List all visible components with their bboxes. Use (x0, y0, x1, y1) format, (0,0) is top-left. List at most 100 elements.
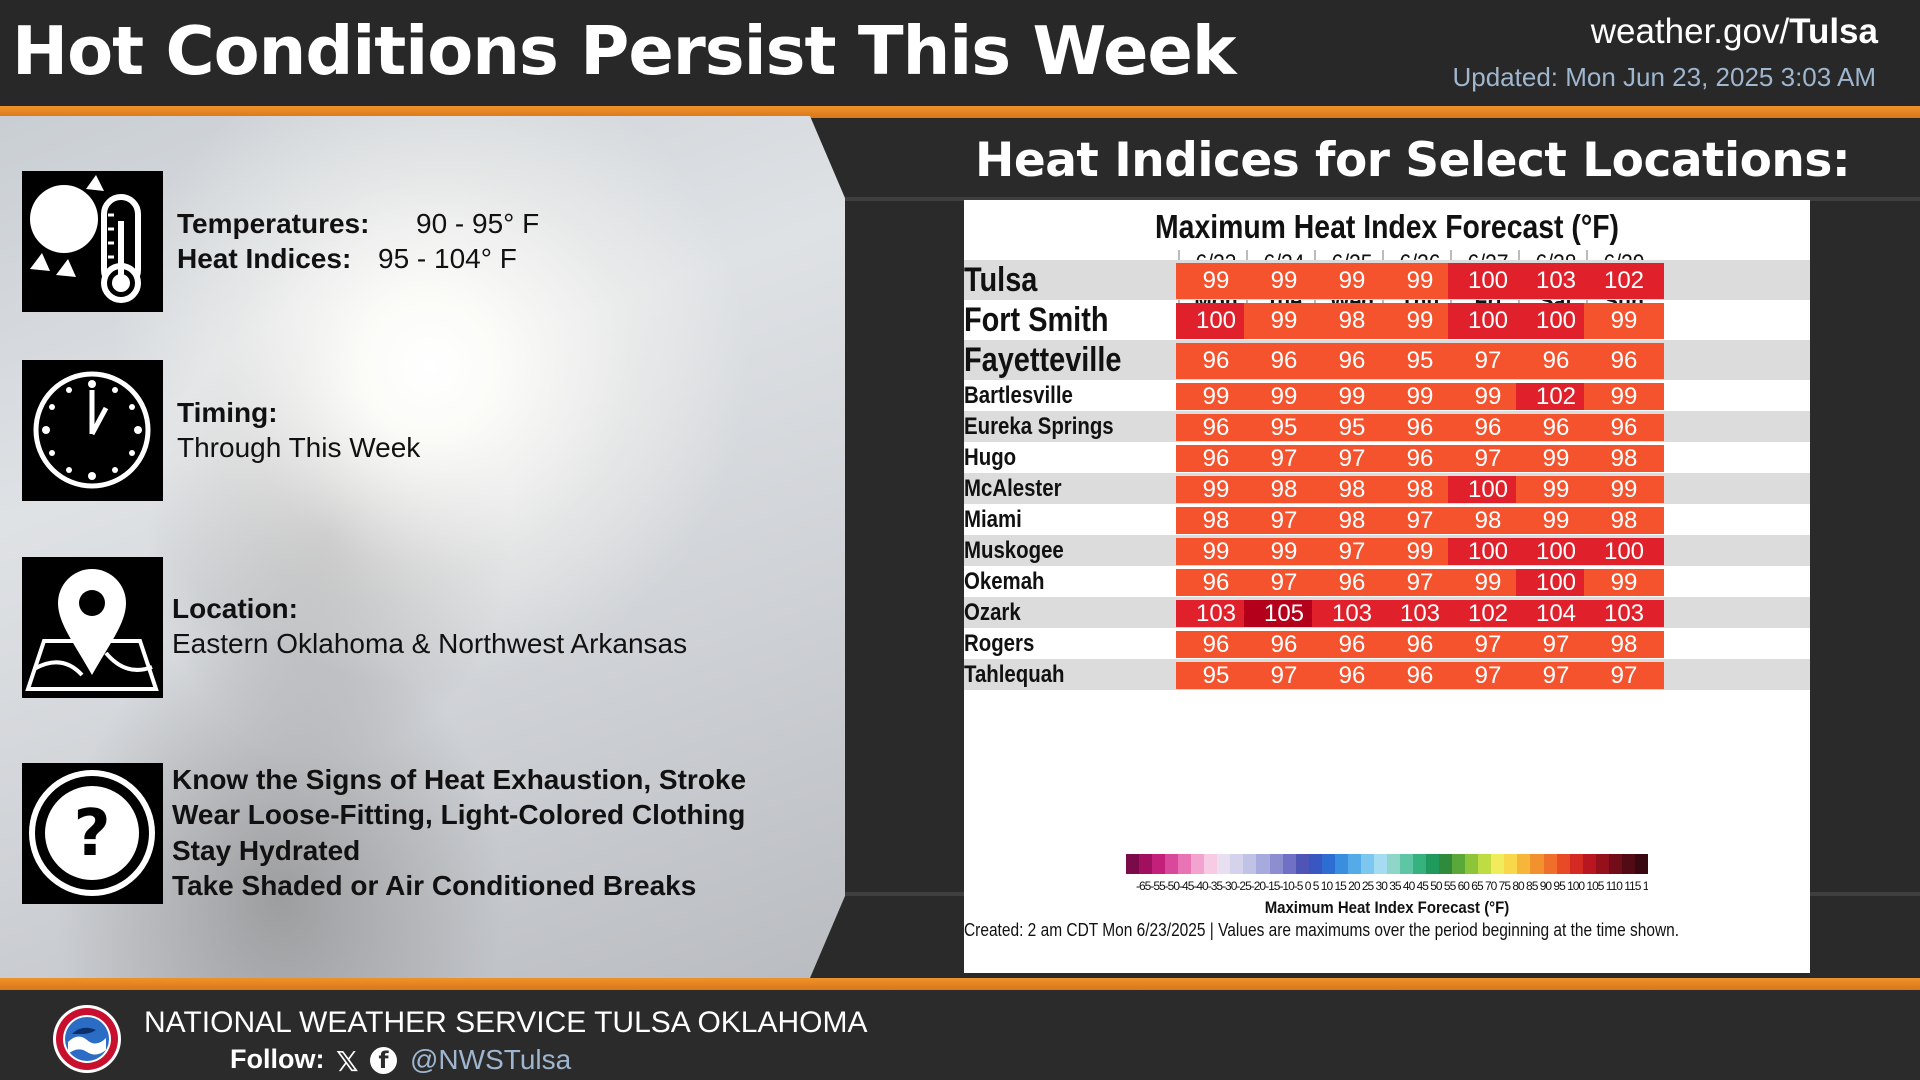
heat-index-cell: 99 (1380, 263, 1460, 299)
legend-swatch (1582, 854, 1596, 874)
heat-index-table: Maximum Heat Index Forecast (°F) 6/23Mon… (964, 200, 1810, 973)
table-row: Okemah 96 97 96 97 99 100 99 (964, 566, 1810, 597)
heat-index-cell: 99 (1244, 383, 1324, 410)
heat-index-cell: 96 (1312, 631, 1392, 658)
table-row: Fayetteville 96 96 96 95 97 96 96 (964, 340, 1810, 380)
heat-index-cell: 96 (1312, 662, 1392, 689)
heat-index-cell: 95 (1244, 414, 1324, 441)
heat-index-cell: 99 (1244, 263, 1324, 299)
legend-swatch (1413, 854, 1427, 874)
clock-icon (22, 360, 163, 501)
legend-swatch (1478, 854, 1492, 874)
legend-swatch (1634, 854, 1648, 874)
legend-swatch (1308, 854, 1322, 874)
heat-index-cell: 97 (1516, 662, 1596, 689)
legend-swatch (1439, 854, 1453, 874)
heat-index-cell: 98 (1584, 507, 1664, 534)
legend-swatch (1152, 854, 1166, 874)
legend-swatch (1530, 854, 1544, 874)
legend-swatch (1139, 854, 1153, 874)
social-handle[interactable]: @NWSTulsa (410, 1044, 572, 1075)
heat-index-cell: 96 (1380, 662, 1460, 689)
tip-heat-signs: Know the Signs of Heat Exhaustion, Strok… (172, 764, 747, 795)
website-link[interactable]: weather.gov/Tulsa (1591, 12, 1878, 52)
location-label: Location: (172, 593, 298, 624)
table-row: Bartlesville 99 99 99 99 99 102 99 (964, 380, 1810, 411)
heat-index-cell: 99 (1176, 476, 1256, 503)
site-office: Tulsa (1789, 12, 1878, 51)
legend-swatch (1334, 854, 1348, 874)
heat-index-cell: 96 (1312, 569, 1392, 596)
footer-bar: NATIONAL WEATHER SERVICE TULSA OKLAHOMA … (0, 990, 1920, 1080)
heat-index-cell: 99 (1584, 569, 1664, 596)
heat-index-cell: 96 (1244, 343, 1324, 379)
heat-index-cell: 99 (1380, 303, 1460, 339)
heat-index-cell: 96 (1516, 414, 1596, 441)
heat-index-cell: 97 (1584, 662, 1664, 689)
temperatures-label: Temperatures: (177, 208, 370, 239)
heat-index-cell: 95 (1380, 343, 1460, 379)
table-row: Eureka Springs 96 95 95 96 96 96 96 (964, 411, 1810, 442)
tip-hydrated: Stay Hydrated (172, 835, 361, 866)
heat-index-cell: 96 (1448, 414, 1528, 441)
timing-value: Through This Week (177, 432, 421, 463)
legend-swatch (1491, 854, 1505, 874)
heat-index-cell: 98 (1584, 445, 1664, 472)
heat-index-cell: 95 (1312, 414, 1392, 441)
table-row: McAlester 99 98 98 98 100 99 99 (964, 473, 1810, 504)
heat-index-cell: 97 (1380, 569, 1460, 596)
follow-label: Follow: (230, 1044, 325, 1074)
table-row: Miami 98 97 98 97 98 99 98 (964, 504, 1810, 535)
facebook-icon[interactable]: f (370, 1047, 397, 1074)
heat-index-cell: 102 (1584, 263, 1664, 299)
heat-index-cell: 96 (1176, 343, 1256, 379)
legend-swatch (1556, 854, 1570, 874)
page-title: Hot Conditions Persist This Week (12, 12, 1236, 90)
table-title: Maximum Heat Index Forecast (°F) (1155, 208, 1619, 245)
legend-swatch (1608, 854, 1622, 874)
table-row: Tahlequah 95 97 96 96 97 97 97 (964, 659, 1810, 690)
map-pin-icon (22, 557, 163, 698)
x-icon[interactable]: 𝕏 (336, 1045, 359, 1078)
table-row: Ozark 103 105 103 103 102 104 103 (964, 597, 1810, 628)
legend-swatch (1204, 854, 1218, 874)
heat-index-cell: 97 (1516, 631, 1596, 658)
location-name: Hugo (964, 443, 1017, 471)
legend-swatch (1543, 854, 1557, 874)
heat-index-cell: 97 (1448, 631, 1528, 658)
heat-index-cell: 98 (1448, 507, 1528, 534)
table-row: Hugo 96 97 97 96 97 99 98 (964, 442, 1810, 473)
heat-index-cell: 99 (1244, 303, 1324, 339)
heat-index-cell: 95 (1176, 662, 1256, 689)
heat-index-cell: 100 (1516, 303, 1596, 339)
heat-index-cell: 100 (1584, 538, 1664, 565)
organization-name: NATIONAL WEATHER SERVICE TULSA OKLAHOMA (144, 1006, 868, 1039)
heat-index-cell: 99 (1448, 383, 1528, 410)
heat-index-cell: 99 (1380, 383, 1460, 410)
heat-index-cell: 96 (1244, 631, 1324, 658)
header-divider (0, 106, 1920, 118)
legend-swatch (1386, 854, 1400, 874)
heat-index-cell: 96 (1584, 414, 1664, 441)
legend-swatch (1321, 854, 1335, 874)
color-legend-bar (1126, 854, 1648, 874)
location-name: Fort Smith (964, 300, 1109, 339)
heat-index-cell: 96 (1176, 414, 1256, 441)
legend-swatch (1399, 854, 1414, 874)
table-row: Muskogee 99 99 97 99 100 100 100 (964, 535, 1810, 566)
location-name: Bartlesville (964, 381, 1073, 409)
question-icon: ? (22, 763, 163, 904)
heat-index-cell: 100 (1516, 569, 1596, 596)
location-value: Eastern Oklahoma & Northwest Arkansas (172, 628, 688, 659)
heat-index-cell: 99 (1176, 383, 1256, 410)
heat-index-cell: 97 (1448, 662, 1528, 689)
heat-index-cell: 98 (1312, 476, 1392, 503)
heat-index-cell: 97 (1312, 445, 1392, 472)
heat-index-cell: 105 (1244, 600, 1324, 627)
timing-label: Timing: (177, 397, 278, 428)
legend-swatch (1504, 854, 1518, 874)
heat-index-cell: 100 (1448, 263, 1528, 299)
heat-index-cell: 99 (1312, 383, 1392, 410)
nws-logo-icon (53, 1005, 121, 1073)
heat-index-cell: 99 (1584, 476, 1664, 503)
